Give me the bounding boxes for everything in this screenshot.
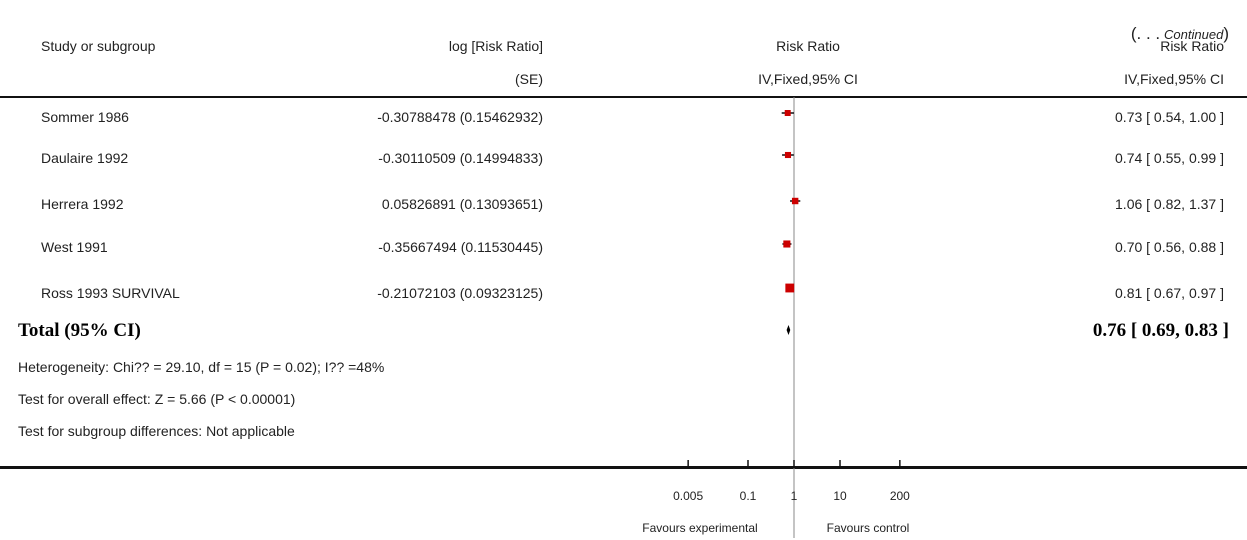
tick-label: 10 <box>833 489 847 503</box>
continued-word: Continued <box>1164 27 1224 42</box>
total-diamond <box>786 325 791 335</box>
study-marker <box>784 151 792 159</box>
study-log-se: -0.35667494 (0.11530445) <box>378 239 543 255</box>
study-marker <box>784 110 791 116</box>
study-ci-text: 0.74 [ 0.55, 0.99 ] <box>1115 150 1224 166</box>
study-ci-text: 1.06 [ 0.82, 1.37 ] <box>1115 196 1224 212</box>
subgroup-note: Test for subgroup differences: Not appli… <box>18 423 295 439</box>
forest-plot-layer: 0.005 0.1 1 10 200 <box>673 97 910 538</box>
study-name: Ross 1993 SURVIVAL <box>41 285 180 301</box>
study-log-se: 0.05826891 (0.13093651) <box>381 196 543 212</box>
study-ci-text: 0.70 [ 0.56, 0.88 ] <box>1115 239 1224 255</box>
header-divider <box>0 96 1247 98</box>
study-name: Sommer 1986 <box>41 109 129 125</box>
favours-right-label: Favours control <box>826 521 910 535</box>
header-rr-plot-method: IV,Fixed,95% CI <box>758 71 858 87</box>
study-ci-text: 0.73 [ 0.54, 1.00 ] <box>1115 109 1224 125</box>
study-marker <box>783 240 791 248</box>
tick-label: 200 <box>890 489 910 503</box>
favours-left-label: Favours experimental <box>642 521 758 535</box>
continued-label: (. . . Continued) <box>1130 24 1229 43</box>
study-log-se: -0.30788478 (0.15462932) <box>377 109 543 125</box>
footer-divider <box>0 466 1247 469</box>
tick-label: 0.1 <box>740 489 757 503</box>
header-rr-text: Risk Ratio <box>1160 38 1224 54</box>
overall-effect-note: Test for overall effect: Z = 5.66 (P < 0… <box>18 391 296 407</box>
tick-label: 0.005 <box>673 489 703 503</box>
heterogeneity-note: Heterogeneity: Chi?? = 29.10, df = 15 (P… <box>18 359 385 375</box>
continued-open: (. . . <box>1130 24 1161 43</box>
study-name: Daulaire 1992 <box>41 150 129 166</box>
header-log-rr: log [Risk Ratio] <box>448 38 543 54</box>
study-ci-text: 0.81 [ 0.67, 0.97 ] <box>1115 285 1224 301</box>
header-rr-plot: Risk Ratio <box>776 38 840 54</box>
study-log-se: -0.21072103 (0.09323125) <box>377 285 543 301</box>
header-study: Study or subgroup <box>41 38 156 54</box>
tick-label: 1 <box>791 489 798 503</box>
total-ci-text: 0.76 [ 0.69, 0.83 ] <box>1092 320 1229 341</box>
study-log-se: -0.30110509 (0.14994833) <box>378 150 543 166</box>
continued-close: ) <box>1223 24 1229 43</box>
study-name: West 1991 <box>41 239 108 255</box>
header-rr-text-method: IV,Fixed,95% CI <box>1124 71 1224 87</box>
study-name: Herrera 1992 <box>41 196 124 212</box>
study-marker <box>785 283 795 293</box>
total-label: Total (95% CI) <box>18 320 141 341</box>
header-log-rr-se: (SE) <box>515 71 543 87</box>
study-marker <box>791 197 799 205</box>
